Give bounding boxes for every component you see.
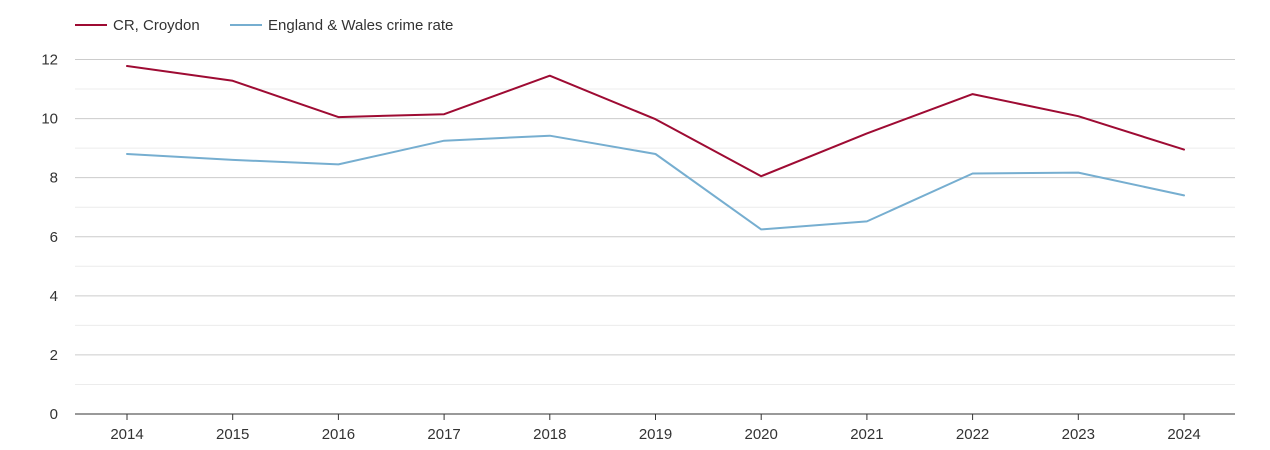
legend-label-croydon: CR, Croydon bbox=[113, 17, 200, 34]
x-tick-label: 2022 bbox=[956, 426, 989, 443]
x-tick-label: 2017 bbox=[427, 426, 460, 443]
x-tick-label: 2020 bbox=[745, 426, 778, 443]
x-tick-label: 2024 bbox=[1167, 426, 1200, 443]
y-tick-label: 0 bbox=[50, 406, 58, 423]
x-tick-label: 2015 bbox=[216, 426, 249, 443]
x-tick-label: 2019 bbox=[639, 426, 672, 443]
y-tick-label: 12 bbox=[41, 52, 58, 69]
x-tick-label: 2023 bbox=[1062, 426, 1095, 443]
series-line-cr-croydon bbox=[127, 66, 1184, 176]
legend-item-croydon[interactable]: CR, Croydon bbox=[75, 17, 200, 34]
y-tick-label: 10 bbox=[41, 111, 58, 128]
y-tick-label: 4 bbox=[50, 288, 58, 305]
x-tick-label: 2014 bbox=[110, 426, 143, 443]
legend-item-england-wales[interactable]: England & Wales crime rate bbox=[230, 17, 453, 34]
y-axis: 0 2 4 6 8 10 12 bbox=[41, 52, 58, 424]
line-chart: CR, Croydon England & Wales crime rate 0… bbox=[0, 0, 1270, 450]
legend-label-england-wales: England & Wales crime rate bbox=[268, 17, 453, 34]
y-tick-label: 8 bbox=[50, 170, 58, 187]
gridlines bbox=[75, 60, 1235, 385]
legend: CR, Croydon England & Wales crime rate bbox=[75, 17, 453, 34]
y-tick-label: 2 bbox=[50, 347, 58, 364]
y-tick-label: 6 bbox=[50, 229, 58, 246]
x-tick-label: 2018 bbox=[533, 426, 566, 443]
x-tick-label: 2021 bbox=[850, 426, 883, 443]
series-line-england-wales-crime-rate bbox=[127, 136, 1184, 230]
x-tick-label: 2016 bbox=[322, 426, 355, 443]
x-axis: 2014 2015 2016 2017 2018 2019 2020 2021 2022 2023… bbox=[75, 414, 1235, 443]
